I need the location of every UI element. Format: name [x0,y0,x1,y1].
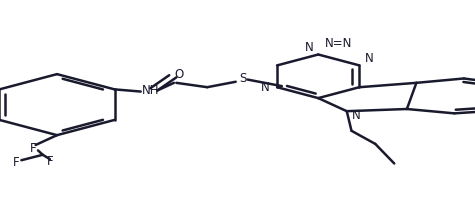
Text: F: F [47,155,53,168]
Text: S: S [239,72,247,85]
Text: N: N [364,52,373,65]
Text: O: O [174,68,183,81]
Text: NH: NH [142,84,159,97]
Text: N: N [304,41,313,54]
Text: N: N [261,81,270,94]
Text: F: F [30,142,37,155]
Text: N=N: N=N [325,37,352,50]
Text: F: F [13,156,20,169]
Text: N: N [352,109,361,122]
